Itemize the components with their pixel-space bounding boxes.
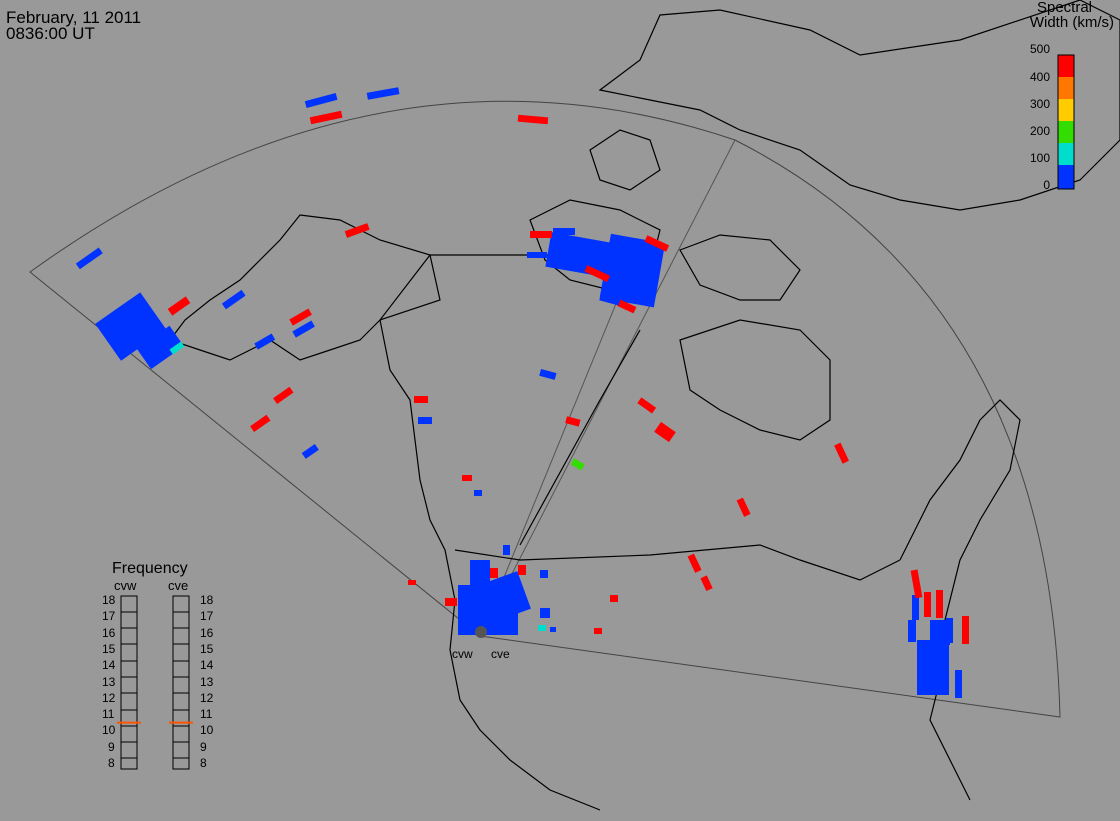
radar-label-cvw: cvw [452,647,473,661]
frequency-tick-label: 12 [102,690,116,705]
plot-title: February, 11 2011 0836:00 UT [6,8,142,43]
frequency-tick-label: 10 [102,723,116,738]
radar-label-cve: cve [491,647,510,661]
frequency-tick-label: 16 [200,625,214,640]
colorbar-title: Spectral Width (km/s) [1030,0,1114,30]
frequency-radar-label-cve: cve [168,578,189,593]
frequency-tick-label: 18 [200,593,214,607]
frequency-tick-label: 8 [200,756,207,770]
colorbar-tick: 300 [1029,97,1050,111]
frequency-tick-label: 14 [200,658,214,673]
frequency-tick-label: 8 [108,756,115,770]
frequency-tick-label: 12 [200,690,214,705]
radar-site-marker [475,626,487,638]
frequency-panel [117,595,193,770]
colorbar-tick: 200 [1029,124,1050,138]
frequency-tick-label: 11 [200,707,213,722]
frequency-tick-label: 9 [108,739,115,754]
colorbar-tick: 100 [1029,151,1050,165]
frequency-column-cve [172,595,190,770]
colorbar [1057,54,1075,190]
frequency-tick-label: 13 [200,674,214,689]
frequency-radar-label-cvw: cvw [114,578,137,593]
frequency-title: Frequency [112,560,188,577]
frequency-tick-label: 17 [102,609,116,624]
colorbar-title-line2: Width (km/s) [1029,14,1114,31]
frequency-tick-label: 18 [102,593,116,607]
frequency-tick-label: 13 [102,674,116,689]
frequency-tick-label: 9 [200,739,207,754]
frequency-tick-label: 17 [200,609,214,624]
frequency-column-cvw [120,595,138,770]
frequency-tick-label: 11 [102,707,115,722]
time-label: 0836:00 UT [6,24,95,43]
colorbar-tick: 400 [1029,70,1050,84]
frequency-tick-label: 16 [102,625,116,640]
coastlines [169,0,1120,811]
fov-outline [29,100,1061,718]
colorbar-tick: 0 [1043,178,1050,192]
backscatter-cells [75,87,969,698]
frequency-tick-label: 14 [102,658,116,673]
frequency-tick-label: 10 [200,723,214,738]
frequency-tick-label: 15 [200,641,214,656]
date-label: February, 11 2011 [6,8,142,27]
frequency-tick-label: 15 [102,641,116,656]
beam-line [479,244,641,637]
colorbar-title-line1: Spectral [1036,0,1092,16]
colorbar-tick: 500 [1029,42,1050,56]
